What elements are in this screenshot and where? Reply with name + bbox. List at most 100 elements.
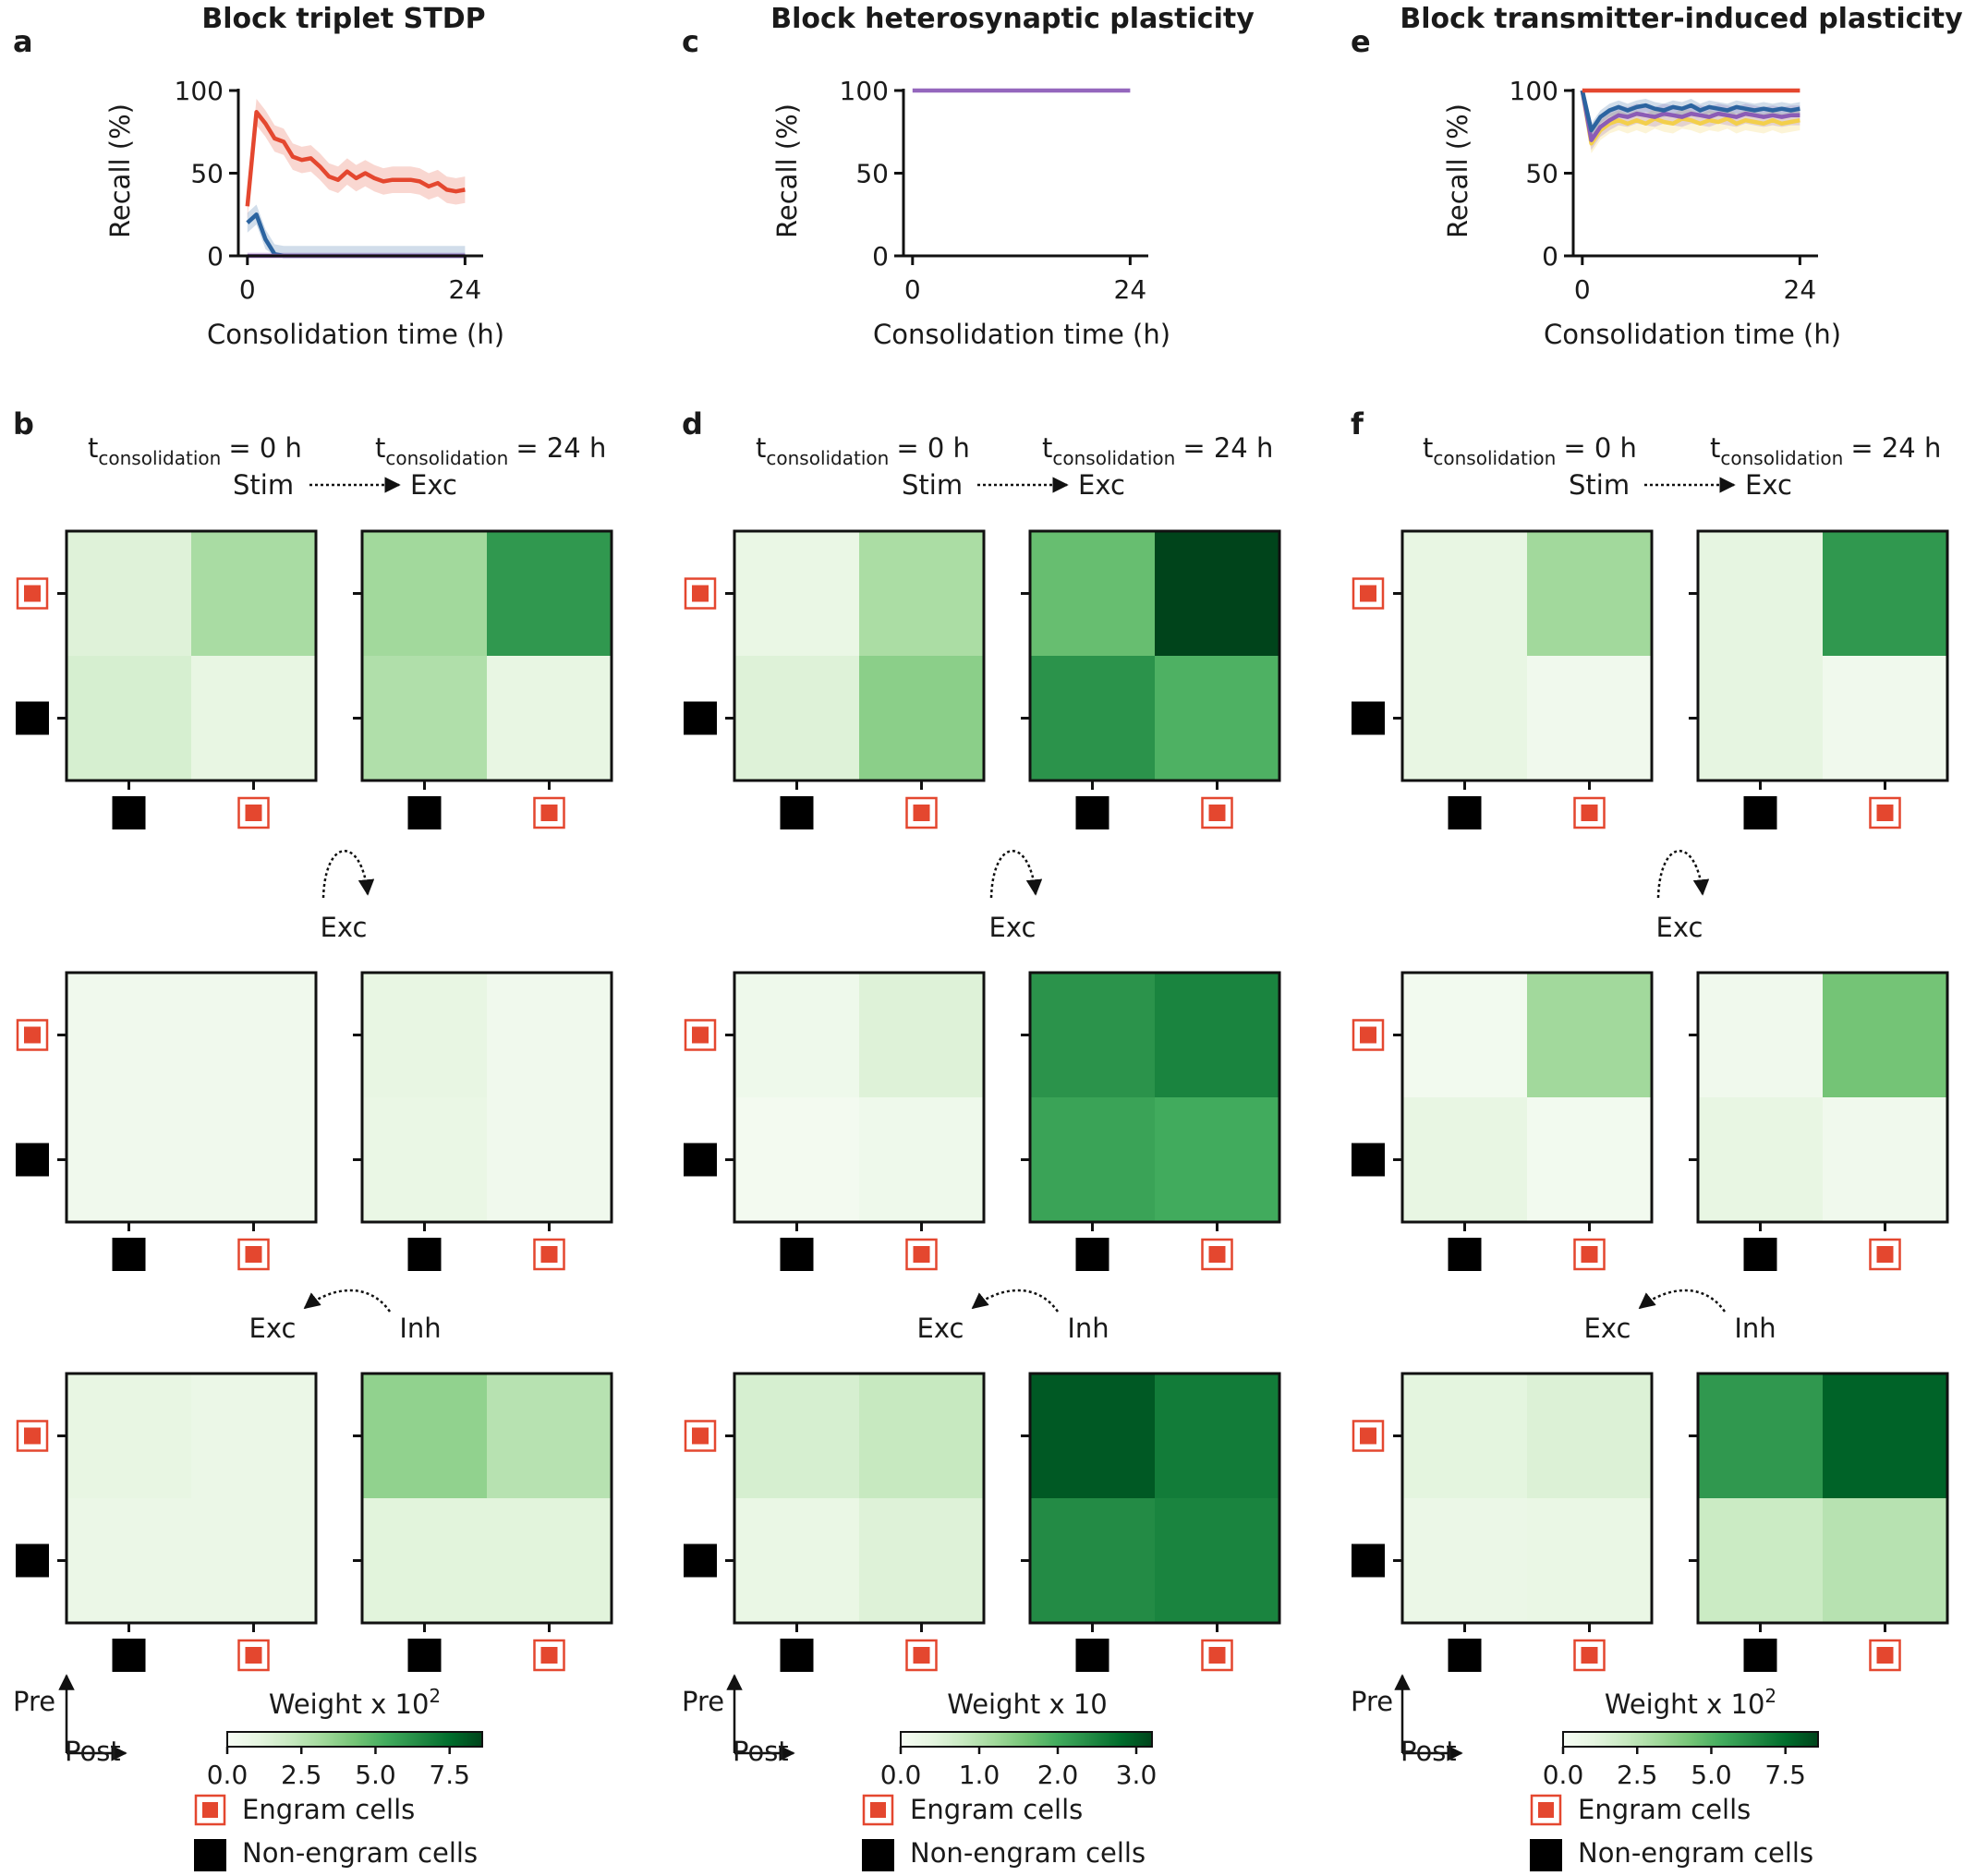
engram-cell-icon — [533, 1238, 565, 1271]
heatmap-frame — [1696, 971, 1949, 1224]
heatmap-cell-engram-to-non-engram — [67, 531, 191, 656]
heatmap-cell-non-engram-to-engram — [1155, 1498, 1279, 1623]
colorbar-tick-label: 5.0 — [355, 1760, 396, 1790]
y-tick-label: 100 — [840, 76, 889, 106]
t-left-label: tconsolidation = 0 h — [88, 432, 302, 469]
colorbar-tick-label: 0.0 — [880, 1760, 922, 1790]
heatmap-frame — [1400, 971, 1654, 1224]
heatmap-cell-engram-to-engram — [859, 973, 984, 1097]
y-tick-label: 0 — [872, 241, 889, 272]
heatmap-cell-engram-to-engram — [191, 973, 316, 1097]
heatmap-row3-left — [1393, 1372, 1654, 1672]
flow-label-inh: Inh — [399, 1313, 441, 1344]
heatmap-row1-left — [1393, 529, 1654, 829]
non-engram-legend-icon — [1530, 1839, 1562, 1871]
engram-cell-icon — [1573, 1639, 1606, 1672]
heatmap-frame — [65, 529, 318, 782]
panel-label-e: e — [1351, 24, 1371, 59]
heatmap-cell-non-engram-to-engram — [859, 1498, 984, 1623]
colorbar: Weight x 10 0.0 1.0 2.0 3.0 — [880, 1688, 1158, 1790]
plot-area: 0 50 100 0 24 — [175, 76, 483, 305]
heatmap-cell-engram-to-engram — [1823, 973, 1947, 1097]
curved-arrow-exc — [321, 850, 375, 899]
heatmap-cell-non-engram-to-engram — [1155, 1097, 1279, 1222]
heatmap-cell-non-engram-to-non-engram — [1698, 656, 1823, 781]
panel-label-f: f — [1351, 406, 1364, 442]
chart-title: Block heterosynaptic plasticity — [770, 3, 1255, 35]
heatmap-cell-non-engram-to-non-engram — [1402, 1498, 1527, 1623]
heatmap-row2-right — [1689, 971, 1949, 1271]
chart-e: e Block transmitter-induced plasticity 0… — [1351, 3, 1963, 350]
x-tick-label: 24 — [449, 274, 482, 305]
flow-label-inh: Inh — [1067, 1313, 1109, 1344]
colorbar-tick-label: 7.5 — [1764, 1760, 1806, 1790]
engram-cell-icon — [237, 1238, 270, 1271]
non-engram-cell-icon — [780, 1238, 814, 1271]
non-engram-legend-label: Non-engram cells — [1578, 1837, 1813, 1869]
heatmap-cell-non-engram-to-non-engram — [362, 1498, 487, 1623]
non-engram-cell-icon — [16, 1143, 49, 1177]
engram-cell-icon — [1869, 1639, 1901, 1672]
x-axis-label: Consolidation time (h) — [873, 319, 1170, 350]
chart-title: Block transmitter-induced plasticity — [1400, 3, 1963, 35]
heatmap-cell-engram-to-engram — [1155, 531, 1279, 656]
post-label: Post — [1400, 1736, 1457, 1767]
non-engram-cell-icon — [1075, 1238, 1109, 1271]
curved-arrow-inh-to-exc — [971, 1289, 1060, 1313]
engram-cell-icon — [684, 1019, 717, 1051]
flow-label-exc: Exc — [1656, 912, 1703, 943]
engram-cell-icon — [237, 1639, 270, 1672]
heatmap-cell-non-engram-to-non-engram — [1402, 656, 1527, 781]
y-tick-label: 100 — [1509, 76, 1558, 106]
legend: Engram cells Non-engram cells — [862, 1794, 1146, 1871]
pre-post-indicator: Pre Post — [1351, 1674, 1463, 1767]
y-axis-label: Recall (%) — [771, 103, 803, 238]
engram-cell-icon — [533, 796, 565, 829]
heatmap-cell-engram-to-non-engram — [1402, 1374, 1527, 1498]
series-line-engram — [245, 110, 466, 207]
heatmap-row3-left — [725, 1372, 986, 1672]
non-engram-cell-icon — [407, 1238, 442, 1271]
stim-label: Stim — [233, 469, 294, 501]
colorbar-tick-label: 7.5 — [429, 1760, 470, 1790]
engram-cell-icon — [1869, 1238, 1901, 1271]
non-engram-cell-icon — [1352, 1143, 1385, 1177]
heatmap-cell-non-engram-to-engram — [859, 656, 984, 781]
heatmap-frame — [1696, 529, 1949, 782]
curved-arrow-inh-to-exc — [1638, 1289, 1727, 1313]
heatmap-cell-engram-to-engram — [1823, 1374, 1947, 1498]
chart-title: Block triplet STDP — [201, 3, 485, 35]
series-band-blue — [247, 204, 466, 256]
plot-area: 0 50 100 0 24 — [1509, 76, 1818, 305]
heatmap-cell-engram-to-engram — [191, 1374, 316, 1498]
heatmap-cell-non-engram-to-non-engram — [1698, 1498, 1823, 1623]
non-engram-cell-icon — [684, 1143, 717, 1177]
series-line-blue — [1580, 90, 1800, 133]
flow-label-exc: Exc — [321, 912, 368, 943]
pre-label: Pre — [13, 1686, 55, 1717]
non-engram-legend-label: Non-engram cells — [242, 1837, 478, 1869]
panel-label-d: d — [682, 406, 703, 442]
heatmap-cell-non-engram-to-non-engram — [1402, 1097, 1527, 1222]
heatmap-row2-left — [1393, 971, 1654, 1271]
non-engram-legend-icon — [862, 1839, 894, 1871]
heatmap-cell-engram-to-engram — [487, 1374, 612, 1498]
colorbar-label: Weight x 102 — [269, 1685, 441, 1720]
curved-arrow-exc — [989, 850, 1043, 899]
heatmap-cell-non-engram-to-non-engram — [734, 1097, 859, 1222]
heatmap-cell-non-engram-to-non-engram — [362, 1097, 487, 1222]
heatmap-cell-engram-to-non-engram — [1698, 1374, 1823, 1498]
engram-cell-icon — [905, 796, 938, 829]
heatmap-cell-engram-to-engram — [1527, 973, 1652, 1097]
heatmap-cell-non-engram-to-engram — [487, 1498, 612, 1623]
non-engram-legend-icon — [194, 1839, 226, 1871]
curved-arrow-exc — [1656, 850, 1710, 899]
pre-label: Pre — [682, 1686, 724, 1717]
non-engram-cell-icon — [1352, 1543, 1385, 1578]
heatmap-cell-non-engram-to-engram — [1823, 1498, 1947, 1623]
colorbar-tick-label: 1.0 — [959, 1760, 1000, 1790]
heatmap-frame — [733, 1372, 986, 1625]
heatmap-cell-engram-to-engram — [487, 973, 612, 1097]
heatmap-cell-engram-to-non-engram — [734, 531, 859, 656]
colorbar-gradient — [1562, 1731, 1819, 1748]
